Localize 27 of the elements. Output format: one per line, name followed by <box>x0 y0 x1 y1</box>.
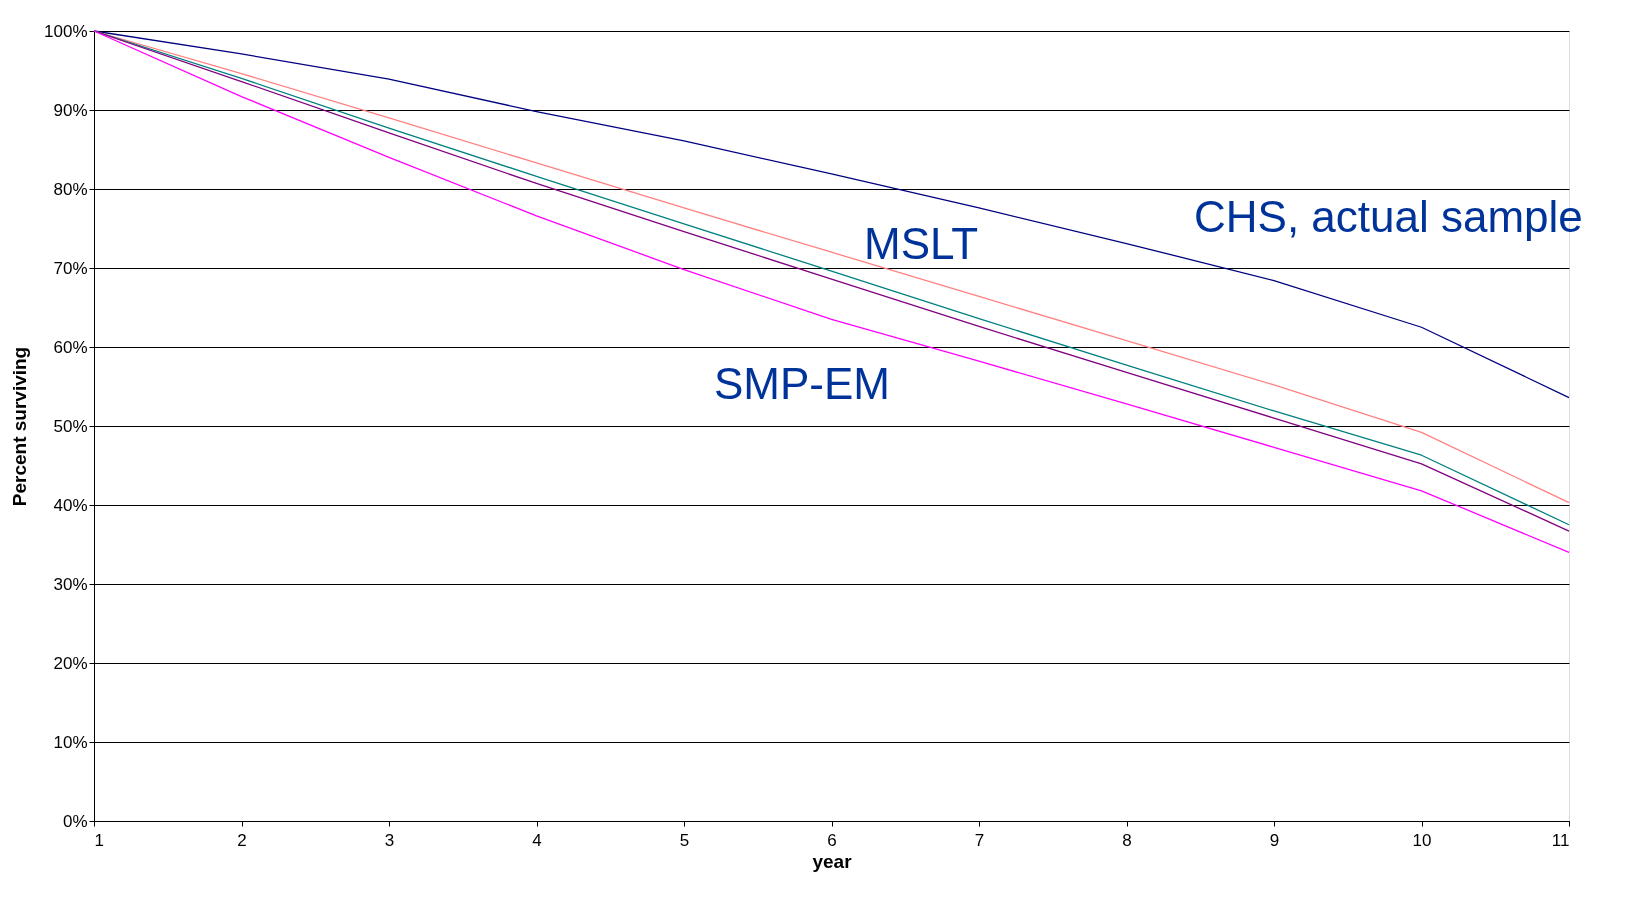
x-tick-label: 7 <box>974 830 985 850</box>
x-tick-label: 8 <box>1122 830 1132 850</box>
y-tick-label: 50% <box>53 416 88 436</box>
x-tick-label: 5 <box>679 830 690 850</box>
x-tick-label: 10 <box>1412 830 1432 850</box>
x-tick-label: 11 <box>1551 830 1570 850</box>
annotation: MSLT <box>864 219 979 268</box>
y-tick-label: 30% <box>53 574 88 594</box>
x-axis-title: year <box>812 850 853 872</box>
y-tick-label: 60% <box>53 337 88 357</box>
y-axis-title: Percent surviving <box>9 346 31 507</box>
series-label: CHS, actual sample <box>1194 192 1583 241</box>
y-tick-label: 0% <box>62 811 88 831</box>
y-tick-label: 80% <box>53 179 88 199</box>
x-tick-label: 2 <box>237 830 247 850</box>
y-tick-label: 20% <box>53 653 88 673</box>
x-tick-label: 3 <box>384 830 395 850</box>
y-tick-label: 40% <box>53 495 88 515</box>
y-tick-label: 100% <box>44 21 88 41</box>
x-tick-label: 9 <box>1269 830 1280 850</box>
x-tick-label: 6 <box>827 830 837 850</box>
y-tick-label: 10% <box>53 732 88 752</box>
y-tick-label: 90% <box>53 100 88 120</box>
x-tick-label: 4 <box>532 830 542 850</box>
x-tick-label: 1 <box>94 830 104 850</box>
series-label: SMP-EM <box>714 359 890 408</box>
y-tick-label: 70% <box>53 258 88 278</box>
